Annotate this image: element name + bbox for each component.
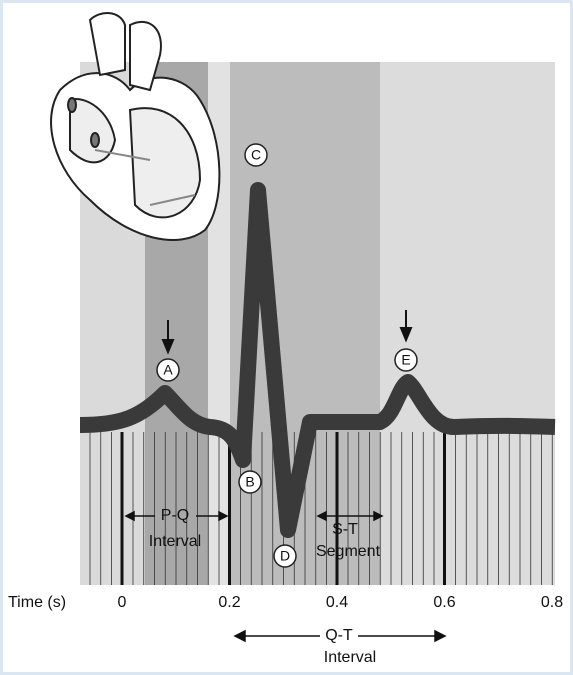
tick-label: 0.4 — [326, 594, 348, 611]
time-lines — [89, 432, 553, 585]
st-name: S-T — [332, 521, 358, 538]
point-label: A — [163, 362, 173, 378]
point-markers: A B C D E — [156, 143, 418, 568]
axis-label: Time (s) — [8, 594, 66, 611]
st-kind: Segment — [316, 543, 381, 560]
pq-name: P-Q — [161, 507, 189, 524]
tick-label: 0 — [118, 594, 127, 611]
interval-arrows — [124, 510, 447, 643]
point-label: B — [245, 474, 254, 490]
point-circle — [156, 358, 180, 382]
ecg-trace — [79, 182, 556, 538]
pq-kind: Interval — [149, 533, 201, 550]
point-circle — [244, 143, 268, 167]
tick-label: 0.6 — [433, 594, 455, 611]
qt-kind: Interval — [324, 649, 376, 666]
qt-name: Q-T — [325, 627, 353, 644]
pointer-arrows — [161, 310, 413, 355]
heart — [50, 12, 221, 241]
tick-label: 0.8 — [541, 594, 563, 611]
point-label: C — [251, 147, 261, 163]
point-label: E — [401, 352, 410, 368]
point-circle — [273, 544, 297, 568]
band — [380, 62, 555, 585]
point-circle — [238, 470, 262, 494]
point-circle — [394, 348, 418, 372]
point-label: D — [280, 548, 290, 564]
tick-label: 0.2 — [218, 594, 240, 611]
